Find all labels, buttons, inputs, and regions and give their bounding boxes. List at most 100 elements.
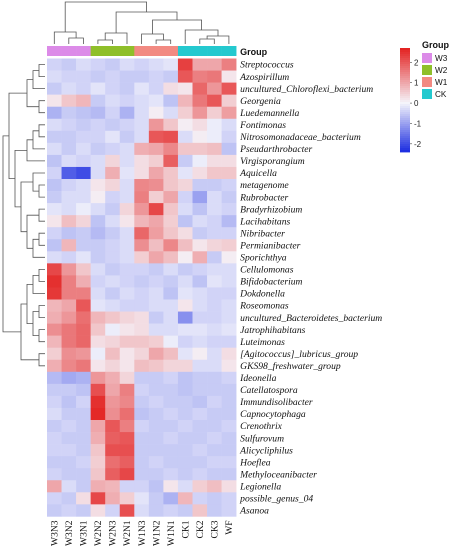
heatmap-cell [105,407,121,421]
heatmap-cells [47,58,237,517]
row-label: Aquicella [239,168,277,179]
heatmap-cell [177,166,193,180]
heatmap-cell [163,118,179,132]
group-annotation-cell [163,46,179,56]
heatmap-cell [76,323,91,336]
heatmap-cell [90,444,106,457]
heatmap-cell [90,492,106,505]
heatmap-cell [221,299,237,312]
heatmap-cell [47,142,62,156]
heatmap-cell [134,492,150,505]
column-label: CK3 [210,520,221,538]
heatmap-cell [207,504,222,517]
heatmap-cell [105,420,121,433]
heatmap-cell [207,492,222,505]
colorbar-segment [400,122,410,125]
heatmap-cell [61,130,77,144]
heatmap-cell [90,275,106,288]
heatmap-cell [119,251,135,264]
heatmap-cell [192,179,208,192]
heatmap-cell [192,82,208,95]
colorbar-segment [400,126,410,129]
heatmap-cell [221,166,237,180]
heatmap-cell [76,347,91,361]
heatmap-cell [148,407,164,421]
heatmap-cell [192,492,208,505]
heatmap-cell [221,239,237,252]
heatmap-cell [192,432,208,445]
heatmap-cell [192,323,208,336]
heatmap-cell [134,456,150,469]
heatmap-cell [163,227,179,240]
row-label: [Agitococcus]_lubricus_group [240,349,358,360]
heatmap-cell [119,94,135,107]
heatmap-cell [221,395,237,409]
heatmap-cell [207,179,222,192]
heatmap-cell [177,94,193,107]
heatmap-cell [192,383,208,397]
heatmap-cell [76,311,91,324]
heatmap-cell [61,504,77,517]
heatmap-cell [61,335,77,348]
heatmap-cell [119,215,135,228]
heatmap-cell [221,444,237,457]
heatmap-cell [148,263,164,276]
heatmap-cell [177,480,193,493]
heatmap-cell [76,299,91,312]
heatmap-cell [61,191,77,204]
colorbar-segment [400,148,410,151]
heatmap-cell [207,58,222,71]
heatmap-cell [90,94,106,107]
heatmap-cell [47,154,62,168]
heatmap-cell [61,420,77,433]
heatmap-cell [47,191,62,204]
heatmap-cell [134,130,150,144]
row-label: Roseomonas [239,301,289,312]
heatmap-cell [90,420,106,433]
heatmap-cell [148,203,164,216]
heatmap-cell [148,215,164,228]
heatmap-cell [221,287,237,300]
heatmap-cell [207,94,222,107]
heatmap-cell [177,504,193,517]
colorbar-segment [400,74,410,77]
heatmap-cell [148,480,164,493]
colorbar-segment [400,50,410,53]
heatmap-cell [105,94,121,107]
heatmap-cell [134,432,150,445]
heatmap-cell [207,468,222,481]
group-annotation-cell [119,46,135,56]
heatmap-cell [47,492,62,505]
heatmap-cell [148,166,164,180]
heatmap-cell [105,299,121,312]
heatmap-cell [105,480,121,493]
row-label: Nibribacter [239,228,285,239]
heatmap-cell [221,323,237,336]
heatmap-cell [61,106,77,120]
heatmap-cell [207,82,222,95]
row-label: Dokdonella [239,289,285,300]
colorbar-segment [400,88,410,91]
heatmap-cell [192,395,208,409]
heatmap-cell [105,383,121,397]
heatmap-cell [221,179,237,192]
heatmap-cell [148,142,164,156]
heatmap-cell [163,311,179,324]
heatmap-cell [76,215,91,228]
heatmap-cell [119,130,135,144]
heatmap-cell [192,215,208,228]
heatmap-cell [163,179,179,192]
group-annotation-cell [192,46,208,56]
heatmap-cell [221,142,237,156]
heatmap-cell [61,58,77,71]
heatmap-cell [148,239,164,252]
heatmap-cell [90,383,106,397]
heatmap-cell [134,311,150,324]
heatmap-cell [192,106,208,120]
heatmap-cell [61,480,77,493]
heatmap-cell [76,166,91,180]
colorbar-segment [400,112,410,115]
group-annotation-cell [47,46,62,56]
heatmap-cell [105,106,121,120]
